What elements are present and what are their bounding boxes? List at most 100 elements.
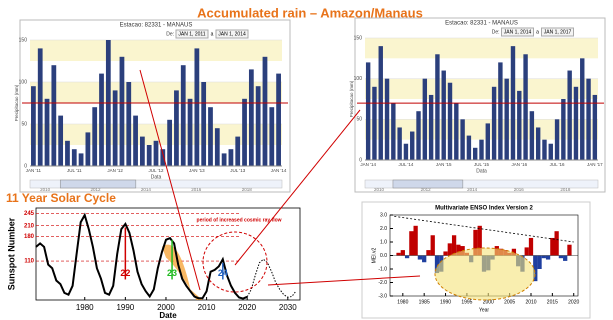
bar <box>167 119 173 166</box>
x-axis-label: Data <box>476 168 487 174</box>
bar <box>498 62 503 160</box>
x-axis-label: Data <box>151 174 162 180</box>
bar <box>44 98 50 166</box>
x-tick-label: JUL '14 <box>398 162 413 167</box>
bar <box>567 70 572 160</box>
bar <box>586 78 591 160</box>
y-tick-label: 3.0 <box>380 212 387 218</box>
bar <box>214 128 220 166</box>
bar <box>139 136 145 166</box>
navigator[interactable] <box>364 179 599 189</box>
y-tick-label: 245 <box>24 211 35 217</box>
x-tick-label: JAN '15 <box>436 162 452 167</box>
bar <box>133 115 138 166</box>
bar <box>174 90 179 166</box>
bar <box>528 237 534 256</box>
bar <box>479 139 484 160</box>
x-tick-label: 1985 <box>419 299 430 305</box>
bar <box>545 255 551 260</box>
bar <box>397 127 402 160</box>
bar <box>85 132 91 166</box>
plot-band <box>365 78 598 99</box>
annotation: 22 <box>120 268 130 278</box>
y-axis-label: MEI.v2 <box>371 248 377 264</box>
date-input[interactable] <box>175 29 209 39</box>
y-tick-label: -3.0 <box>378 293 387 299</box>
highlight <box>202 231 268 293</box>
navigator-label: 2014 <box>467 187 478 192</box>
bar <box>208 107 213 166</box>
bar <box>592 94 598 160</box>
y-tick-label: 1.0 <box>380 239 387 245</box>
bar <box>524 247 529 256</box>
y-tick-label: 2.0 <box>380 226 387 232</box>
bar <box>554 119 560 160</box>
navigator[interactable] <box>29 179 283 189</box>
bar <box>567 244 572 256</box>
y-tick-label: 0.0 <box>380 253 387 259</box>
date-input[interactable] <box>501 27 534 37</box>
bar <box>242 98 247 166</box>
plot-band <box>30 40 282 61</box>
bar <box>477 225 482 256</box>
bar <box>112 90 118 166</box>
bar <box>78 153 84 166</box>
x-tick-label: JAN '14 <box>360 162 376 167</box>
x-tick-label: JUL '13 <box>230 168 245 173</box>
bar <box>504 78 509 160</box>
bar <box>529 111 535 160</box>
bar <box>447 82 453 160</box>
bar <box>416 111 421 160</box>
date-input[interactable] <box>215 29 249 39</box>
x-tick-label: 2000 <box>483 299 494 305</box>
x-tick-label: 2015 <box>547 299 558 305</box>
series-line <box>246 258 297 298</box>
bar <box>491 86 497 160</box>
bar <box>466 135 472 160</box>
series-line <box>35 212 248 300</box>
y-tick-label: 210 <box>24 223 35 229</box>
x-tick-label: 2010 <box>198 303 216 312</box>
bar <box>58 115 64 166</box>
bar <box>434 255 440 274</box>
bar <box>451 235 457 256</box>
bar <box>428 94 434 160</box>
y-tick-label: 0 <box>24 163 27 169</box>
navigator-label: 2014 <box>141 187 152 192</box>
x-tick-label: JUL '11 <box>67 168 82 173</box>
bar <box>473 229 478 256</box>
bar <box>485 123 491 160</box>
navigator-window[interactable] <box>59 179 137 189</box>
navigator-label: 2010 <box>374 187 385 192</box>
x-tick-label: 2000 <box>157 303 175 312</box>
bar <box>126 82 132 166</box>
x-tick-label: JAN '14 <box>271 168 287 173</box>
chart-header: Estacao: 82331 - MANAUS <box>445 21 518 27</box>
y-tick-label: 100 <box>19 79 28 85</box>
bar <box>472 147 478 160</box>
x-tick-label: 2020 <box>238 303 256 312</box>
bar <box>443 251 448 256</box>
bar <box>511 248 517 256</box>
bar <box>384 78 390 160</box>
x-tick-label: 1990 <box>116 303 134 312</box>
y-tick-label: 110 <box>24 259 34 265</box>
bar <box>561 99 566 160</box>
slide-title: Accumulated rain – Amazon/Manaus <box>197 5 423 20</box>
date-input[interactable] <box>541 27 574 37</box>
bar <box>430 235 435 256</box>
bar <box>454 103 459 160</box>
annotation: 23 <box>167 268 177 278</box>
x-tick-label: JUL '15 <box>474 162 489 167</box>
chart-title: Multivariate ENSO Index Version 2 <box>435 206 533 212</box>
arrow <box>267 275 421 286</box>
bar <box>523 54 528 161</box>
bar <box>409 231 414 256</box>
range-label: De: <box>492 29 500 35</box>
plot-band <box>365 38 598 59</box>
x-tick-label: JUL '16 <box>550 162 565 167</box>
bar <box>51 65 57 166</box>
navigator-window[interactable] <box>392 179 464 189</box>
annotation: 24 <box>218 268 228 278</box>
